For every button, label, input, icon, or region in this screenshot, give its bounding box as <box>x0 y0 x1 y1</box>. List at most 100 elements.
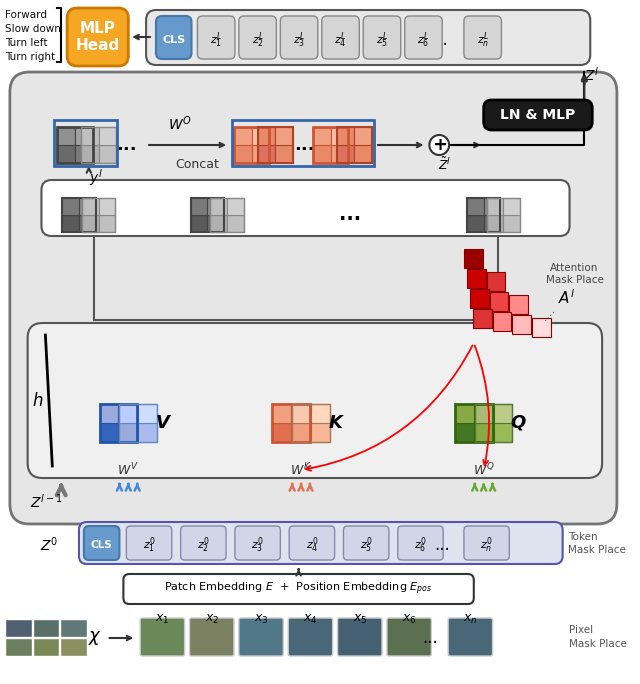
FancyBboxPatch shape <box>57 127 75 145</box>
Text: Mask Place: Mask Place <box>545 275 604 285</box>
Text: $W^O$: $W^O$ <box>168 115 191 133</box>
FancyBboxPatch shape <box>493 312 511 331</box>
FancyBboxPatch shape <box>118 404 137 423</box>
Text: ...: ... <box>294 136 314 154</box>
Text: ...: ... <box>433 31 448 49</box>
FancyBboxPatch shape <box>467 198 484 215</box>
FancyBboxPatch shape <box>60 638 87 656</box>
FancyBboxPatch shape <box>464 249 483 268</box>
Text: $x_2$: $x_2$ <box>205 612 219 626</box>
Text: LN & MLP: LN & MLP <box>500 108 575 122</box>
FancyBboxPatch shape <box>79 198 96 215</box>
FancyBboxPatch shape <box>292 404 311 423</box>
Text: $z_2^L$: $z_2^L$ <box>252 30 264 50</box>
Text: $x_3$: $x_3$ <box>254 612 268 626</box>
FancyBboxPatch shape <box>532 318 551 337</box>
FancyBboxPatch shape <box>191 198 207 215</box>
Text: $z_n^L$: $z_n^L$ <box>477 30 489 50</box>
FancyBboxPatch shape <box>387 618 431 656</box>
FancyBboxPatch shape <box>258 145 275 163</box>
Text: $\tilde{Z}^l$: $\tilde{Z}^l$ <box>438 157 451 173</box>
FancyBboxPatch shape <box>344 526 389 560</box>
FancyBboxPatch shape <box>275 145 293 163</box>
Text: $W^Q$: $W^Q$ <box>473 462 495 478</box>
FancyBboxPatch shape <box>331 145 348 163</box>
FancyBboxPatch shape <box>138 423 157 442</box>
FancyBboxPatch shape <box>79 215 96 232</box>
Text: Mask Place: Mask Place <box>568 639 627 649</box>
Text: Token: Token <box>568 532 597 542</box>
FancyBboxPatch shape <box>313 145 331 163</box>
Text: $x_5$: $x_5$ <box>353 612 367 626</box>
FancyBboxPatch shape <box>146 10 590 65</box>
Text: ...: ... <box>116 136 137 154</box>
FancyBboxPatch shape <box>404 16 442 59</box>
Text: Concat: Concat <box>176 159 220 172</box>
FancyBboxPatch shape <box>486 215 504 232</box>
Text: $z_5^L$: $z_5^L$ <box>376 30 388 50</box>
FancyBboxPatch shape <box>57 145 75 163</box>
FancyBboxPatch shape <box>189 618 234 656</box>
FancyBboxPatch shape <box>100 423 118 442</box>
Text: ...: ... <box>435 536 450 554</box>
FancyBboxPatch shape <box>84 526 120 560</box>
FancyBboxPatch shape <box>126 526 172 560</box>
FancyBboxPatch shape <box>313 127 331 145</box>
FancyBboxPatch shape <box>239 618 284 656</box>
FancyBboxPatch shape <box>337 145 355 163</box>
Text: CLS: CLS <box>91 540 113 550</box>
FancyBboxPatch shape <box>252 145 269 163</box>
FancyBboxPatch shape <box>509 295 528 314</box>
FancyBboxPatch shape <box>311 423 330 442</box>
FancyBboxPatch shape <box>331 127 348 145</box>
FancyBboxPatch shape <box>512 315 531 334</box>
FancyBboxPatch shape <box>473 309 492 328</box>
FancyBboxPatch shape <box>504 215 520 232</box>
FancyBboxPatch shape <box>486 198 504 215</box>
FancyBboxPatch shape <box>289 526 335 560</box>
FancyBboxPatch shape <box>207 198 224 215</box>
Text: $z_n^0$: $z_n^0$ <box>480 535 493 555</box>
Text: Pixel: Pixel <box>568 625 593 635</box>
FancyBboxPatch shape <box>398 526 443 560</box>
FancyBboxPatch shape <box>82 198 99 215</box>
FancyBboxPatch shape <box>99 198 115 215</box>
Text: $Z^{l-1}$: $Z^{l-1}$ <box>29 493 62 511</box>
FancyBboxPatch shape <box>100 404 118 423</box>
Text: $W^K$: $W^K$ <box>291 462 312 478</box>
Text: $Z^l$: $Z^l$ <box>584 66 600 84</box>
Circle shape <box>429 135 449 155</box>
Text: $z_4^L$: $z_4^L$ <box>334 30 347 50</box>
FancyBboxPatch shape <box>82 215 99 232</box>
FancyBboxPatch shape <box>364 16 401 59</box>
FancyBboxPatch shape <box>291 423 310 442</box>
FancyBboxPatch shape <box>197 16 235 59</box>
FancyBboxPatch shape <box>464 526 509 560</box>
FancyBboxPatch shape <box>79 522 563 564</box>
FancyBboxPatch shape <box>156 16 191 59</box>
FancyBboxPatch shape <box>33 638 60 656</box>
FancyBboxPatch shape <box>474 423 493 442</box>
Text: ...: ... <box>422 629 438 647</box>
FancyBboxPatch shape <box>288 618 333 656</box>
Text: h: h <box>32 391 43 410</box>
FancyBboxPatch shape <box>234 145 252 163</box>
FancyBboxPatch shape <box>33 619 60 637</box>
FancyBboxPatch shape <box>211 198 227 215</box>
FancyBboxPatch shape <box>227 215 244 232</box>
FancyBboxPatch shape <box>486 272 506 291</box>
FancyBboxPatch shape <box>235 526 280 560</box>
FancyBboxPatch shape <box>99 215 115 232</box>
FancyBboxPatch shape <box>60 619 87 637</box>
FancyBboxPatch shape <box>490 292 508 311</box>
FancyBboxPatch shape <box>81 145 99 163</box>
FancyBboxPatch shape <box>337 127 355 145</box>
Text: $z_5^0$: $z_5^0$ <box>360 535 372 555</box>
Text: $\chi$: $\chi$ <box>88 629 102 647</box>
Text: Turn right: Turn right <box>5 52 55 62</box>
FancyBboxPatch shape <box>75 145 93 163</box>
FancyBboxPatch shape <box>467 269 486 288</box>
FancyBboxPatch shape <box>337 618 382 656</box>
Text: $\boldsymbol{Q}$: $\boldsymbol{Q}$ <box>510 414 527 432</box>
FancyBboxPatch shape <box>493 423 512 442</box>
